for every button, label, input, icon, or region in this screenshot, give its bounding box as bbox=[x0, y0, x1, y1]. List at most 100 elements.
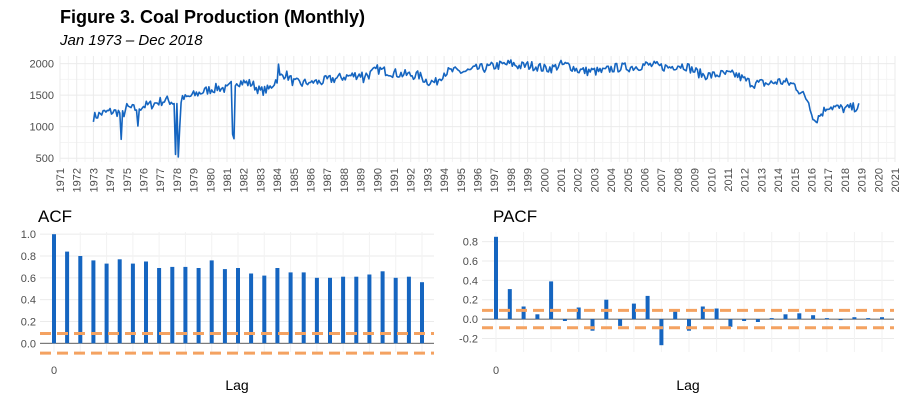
x-tick-label: 0 bbox=[51, 365, 57, 377]
y-tick-label: 0.4 bbox=[463, 275, 478, 287]
figure-title: Figure 3. Coal Production (Monthly) bbox=[60, 7, 365, 27]
acf-bar bbox=[65, 251, 70, 344]
x-tick-label: 1983 bbox=[255, 168, 267, 192]
pacf-title: PACF bbox=[493, 207, 537, 226]
acf-bar bbox=[78, 256, 83, 344]
acf-bar bbox=[354, 276, 359, 344]
x-tick-label: 2021 bbox=[890, 168, 900, 192]
y-tick-label: 1.0 bbox=[21, 229, 36, 241]
acf-bar bbox=[301, 272, 306, 344]
y-tick-label: 0.2 bbox=[21, 316, 36, 328]
x-tick-label: 2020 bbox=[873, 168, 885, 192]
y-tick-label: 500 bbox=[36, 153, 54, 165]
x-tick-label: 1995 bbox=[456, 168, 468, 192]
x-tick-label: 1998 bbox=[506, 168, 518, 192]
pacf-bar bbox=[866, 318, 871, 320]
acf-bar bbox=[275, 268, 280, 344]
pacf-bar bbox=[742, 319, 747, 321]
x-tick-label: 2017 bbox=[823, 168, 835, 192]
x-tick-label: 0 bbox=[493, 365, 499, 377]
x-tick-label: 1979 bbox=[189, 168, 201, 192]
pacf-bar bbox=[838, 319, 843, 321]
acf-bar bbox=[144, 261, 148, 344]
x-tick-label: 1991 bbox=[389, 168, 401, 192]
acf-bar bbox=[209, 260, 214, 344]
acf-bar bbox=[130, 263, 135, 344]
acf-bar bbox=[380, 271, 385, 344]
pacf-bar bbox=[494, 236, 498, 320]
acf-bar bbox=[196, 268, 201, 344]
x-tick-label: 1992 bbox=[406, 168, 418, 192]
acf-bar bbox=[249, 273, 254, 344]
acf-bar bbox=[314, 277, 319, 344]
x-tick-label: 2003 bbox=[589, 168, 601, 192]
x-tick-label: 1988 bbox=[339, 168, 351, 192]
x-tick-label: 2005 bbox=[623, 168, 635, 192]
x-tick-label: 1987 bbox=[322, 168, 334, 192]
x-tick-label: 2016 bbox=[807, 168, 819, 192]
pacf-bar bbox=[507, 289, 512, 320]
x-tick-label: 1993 bbox=[422, 168, 434, 192]
acf-bar bbox=[393, 277, 398, 344]
acf-bar bbox=[157, 268, 162, 344]
y-tick-label: -0.2 bbox=[459, 333, 478, 345]
acf-bar bbox=[91, 260, 96, 344]
acf-bar bbox=[170, 266, 175, 344]
x-tick-label: 1994 bbox=[439, 168, 451, 192]
pacf-bar bbox=[852, 317, 857, 320]
pacf-bar bbox=[549, 281, 554, 320]
x-tick-label: 1989 bbox=[356, 168, 368, 192]
acf-bar bbox=[288, 272, 293, 344]
pacf-bar bbox=[631, 303, 636, 320]
x-tick-label: 2011 bbox=[723, 168, 735, 192]
x-tick-label: 1973 bbox=[88, 168, 100, 192]
acf-title: ACF bbox=[38, 207, 72, 226]
y-tick-label: 0.6 bbox=[21, 273, 36, 285]
acf-bar bbox=[341, 276, 346, 344]
x-tick-label: 1999 bbox=[523, 168, 535, 192]
pacf-bar bbox=[824, 318, 829, 320]
pacf-bar bbox=[590, 319, 595, 331]
pacf-bar bbox=[673, 311, 678, 320]
acf-bar bbox=[420, 282, 424, 344]
x-tick-label: 2009 bbox=[690, 168, 702, 192]
x-tick-label: 2001 bbox=[556, 168, 568, 192]
y-tick-label: 2000 bbox=[30, 59, 54, 71]
x-tick-label: 1985 bbox=[289, 168, 301, 192]
acf-bar bbox=[262, 275, 267, 344]
acf-bar bbox=[52, 234, 56, 344]
x-tick-label: 2014 bbox=[773, 168, 785, 192]
x-tick-label: 2000 bbox=[539, 168, 551, 192]
acf-bar bbox=[367, 274, 372, 344]
acf-bar bbox=[222, 269, 227, 344]
pacf-bar bbox=[755, 319, 760, 322]
acf-bar bbox=[328, 277, 332, 344]
x-tick-label: 2007 bbox=[656, 168, 668, 192]
x-axis-label: Lag bbox=[225, 377, 248, 393]
pacf-bar bbox=[797, 313, 802, 320]
pacf-bar bbox=[576, 307, 581, 320]
pacf-bar bbox=[700, 306, 705, 320]
y-tick-label: 0.4 bbox=[21, 295, 36, 307]
x-tick-label: 1975 bbox=[122, 168, 134, 192]
x-tick-label: 2004 bbox=[606, 168, 618, 192]
y-tick-label: 0.0 bbox=[21, 338, 36, 350]
acf-bar bbox=[117, 259, 122, 344]
x-tick-label: 1976 bbox=[139, 168, 151, 192]
acf-bar bbox=[183, 266, 188, 344]
pacf-bar bbox=[521, 306, 526, 320]
x-tick-label: 1997 bbox=[489, 168, 501, 192]
pacf-bar bbox=[783, 314, 788, 320]
pacf-bar bbox=[562, 319, 567, 321]
x-tick-label: 2013 bbox=[756, 168, 768, 192]
x-tick-label: 1982 bbox=[239, 168, 251, 192]
pacf-bar bbox=[728, 319, 733, 327]
x-tick-label: 2010 bbox=[706, 168, 718, 192]
x-tick-label: 1974 bbox=[105, 168, 117, 192]
x-tick-label: 1986 bbox=[306, 168, 318, 192]
pacf-bar bbox=[769, 318, 774, 320]
y-tick-label: 0.6 bbox=[463, 256, 478, 268]
pacf-bar bbox=[880, 317, 884, 320]
y-tick-label: 0.8 bbox=[463, 237, 478, 249]
coal-production-series-line bbox=[92, 59, 860, 158]
